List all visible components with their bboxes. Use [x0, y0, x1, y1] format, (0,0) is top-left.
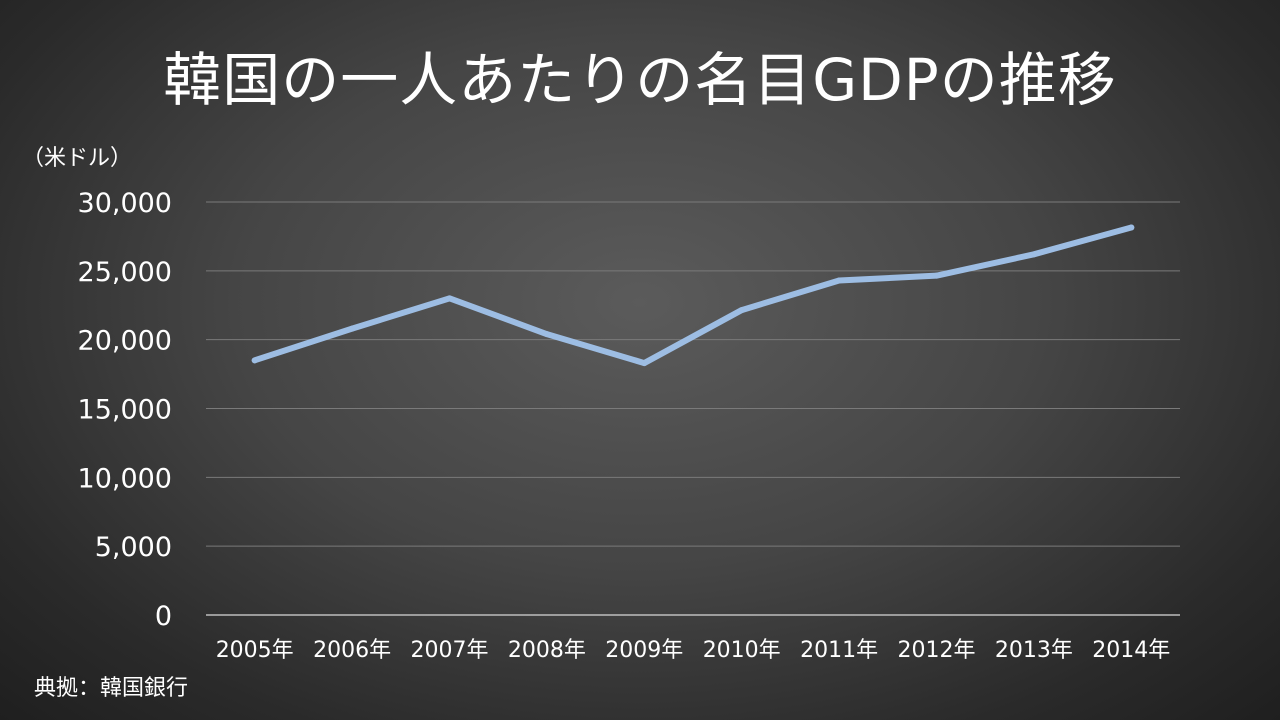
data-point	[836, 277, 843, 284]
x-tick-label: 2007年	[411, 638, 489, 663]
y-tick-label: 20,000	[78, 326, 172, 357]
x-tick-label: 2014年	[1092, 638, 1170, 663]
data-point	[251, 357, 258, 364]
x-axis-ticks: 2005年 2006年 2007年 2008年 2009年 2010年 2011年 2012年…	[216, 638, 1171, 663]
data-point	[738, 307, 745, 314]
data-point	[446, 295, 453, 302]
x-tick-label: 2005年	[216, 638, 294, 663]
y-tick-label: 30,000	[78, 188, 172, 219]
source-note: 典拠：韓国銀行	[34, 676, 189, 701]
y-tick-label: 5,000	[95, 532, 172, 563]
series-layer	[251, 224, 1135, 367]
data-point	[1128, 224, 1135, 231]
data-point	[349, 325, 356, 332]
y-tick-label: 0	[155, 601, 172, 632]
series-line	[251, 224, 1135, 367]
x-tick-label: 2013年	[995, 638, 1073, 663]
data-point	[1030, 251, 1037, 258]
x-tick-label: 2012年	[898, 638, 976, 663]
y-axis-ticks: 0 5,000 10,000 15,000 20,000 25,000 30,000	[78, 188, 172, 632]
data-point	[933, 272, 940, 279]
chart-title: 韓国の一人あたりの名目GDPの推移	[163, 46, 1117, 114]
gridlines	[206, 201, 1180, 616]
y-tick-label: 25,000	[78, 257, 172, 288]
x-tick-label: 2009年	[605, 638, 683, 663]
x-tick-label: 2006年	[313, 638, 391, 663]
x-tick-label: 2010年	[703, 638, 781, 663]
data-point	[641, 360, 648, 367]
x-tick-label: 2011年	[800, 638, 878, 663]
y-axis-unit-label: （米ドル）	[22, 146, 133, 171]
x-tick-label: 2008年	[508, 638, 586, 663]
y-tick-label: 10,000	[78, 463, 172, 494]
data-point	[543, 331, 550, 338]
y-tick-label: 15,000	[78, 395, 172, 426]
